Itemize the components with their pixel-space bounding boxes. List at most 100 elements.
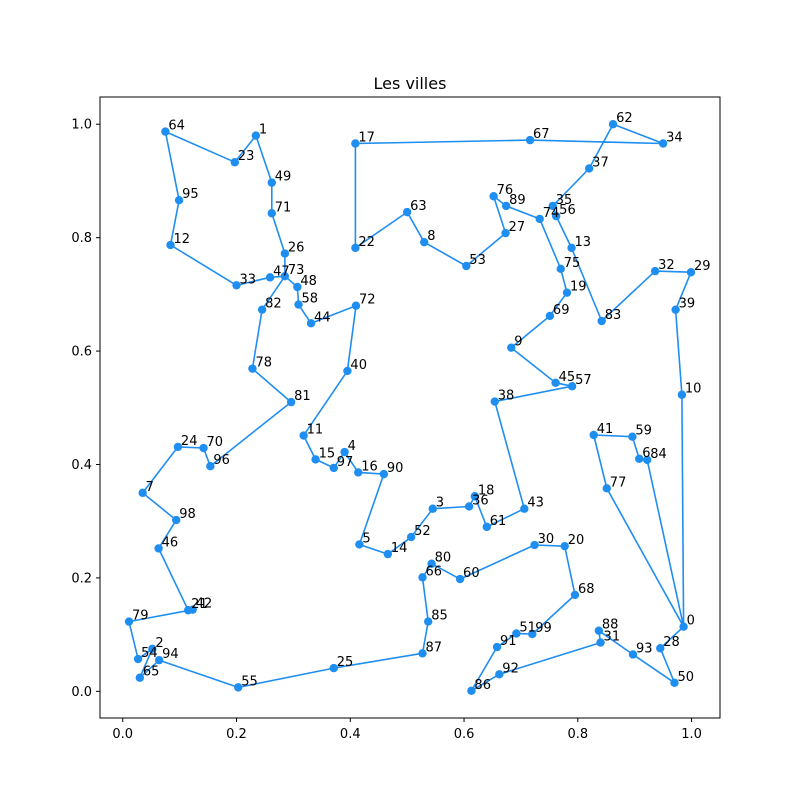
city-point-3 <box>428 504 437 513</box>
city-label-31: 31 <box>604 630 621 645</box>
y-tick-label: 0.8 <box>71 231 92 246</box>
city-label-88: 88 <box>602 618 619 633</box>
city-point-87 <box>418 649 427 658</box>
city-point-78 <box>248 364 257 373</box>
city-point-74 <box>535 214 544 224</box>
city-label-48: 48 <box>300 274 317 289</box>
city-label-16: 16 <box>361 459 378 474</box>
city-label-51: 51 <box>519 620 536 635</box>
x-tick-label: 0.0 <box>112 727 133 742</box>
city-label-46: 46 <box>162 535 179 550</box>
city-point-39 <box>671 305 680 314</box>
city-label-26: 26 <box>288 241 305 256</box>
plot-frame <box>99 96 721 719</box>
city-label-19: 19 <box>570 280 587 295</box>
city-label-20: 20 <box>568 533 585 548</box>
city-label-81: 81 <box>294 389 311 404</box>
city-point-8 <box>420 237 429 247</box>
city-point-27 <box>501 228 510 238</box>
city-point-80 <box>427 559 436 568</box>
city-point-96 <box>206 461 215 471</box>
city-label-79: 79 <box>132 609 149 624</box>
city-point-0 <box>679 622 688 631</box>
city-point-81 <box>286 397 296 407</box>
city-label-70: 70 <box>207 435 224 450</box>
city-label-91: 91 <box>500 634 517 649</box>
city-point-42 <box>188 605 197 614</box>
city-point-54 <box>133 654 143 664</box>
city-label-47: 47 <box>273 264 290 279</box>
cities <box>124 120 696 695</box>
city-point-31 <box>596 638 605 647</box>
city-point-40 <box>343 366 352 376</box>
city-label-29: 29 <box>694 259 711 274</box>
city-point-48 <box>293 282 302 292</box>
city-point-5 <box>355 540 364 549</box>
city-label-82: 82 <box>265 297 282 312</box>
city-label-75: 75 <box>564 256 581 271</box>
city-point-16 <box>354 468 363 477</box>
city-point-68 <box>570 590 580 600</box>
city-label-77: 77 <box>610 475 627 490</box>
city-label-32: 32 <box>658 258 675 273</box>
city-point-76 <box>489 192 498 201</box>
city-label-3: 3 <box>436 496 444 511</box>
city-label-98: 98 <box>179 507 196 522</box>
city-label-40: 40 <box>350 358 367 373</box>
city-point-89 <box>501 201 511 211</box>
city-point-55 <box>234 683 243 692</box>
city-label-37: 37 <box>592 155 609 170</box>
city-point-65 <box>135 673 145 682</box>
city-label-80: 80 <box>435 551 452 566</box>
city-label-54: 54 <box>141 646 158 661</box>
y-tick-label: 0.4 <box>71 458 92 473</box>
city-label-21: 21 <box>191 597 208 612</box>
city-point-92 <box>495 670 504 679</box>
city-point-28 <box>656 644 665 653</box>
city-label-71: 71 <box>275 200 292 215</box>
city-point-38 <box>490 397 499 406</box>
city-label-14: 14 <box>391 541 408 556</box>
city-label-45: 45 <box>559 370 576 385</box>
city-point-29 <box>686 268 696 277</box>
city-point-67 <box>525 135 535 145</box>
chart-title: Les villes <box>374 74 447 93</box>
city-point-10 <box>677 390 687 399</box>
city-label-49: 49 <box>275 170 292 185</box>
city-point-23 <box>230 158 240 167</box>
city-label-58: 58 <box>302 292 319 307</box>
city-point-14 <box>383 549 393 559</box>
city-label-68: 68 <box>578 582 595 597</box>
city-point-90 <box>379 469 389 479</box>
y-tick-label: 1.0 <box>71 118 92 133</box>
city-label-78: 78 <box>255 356 272 371</box>
city-label-74: 74 <box>543 206 560 221</box>
city-label-18: 18 <box>478 483 495 498</box>
city-point-1 <box>251 131 261 140</box>
city-label-6: 6 <box>642 446 650 461</box>
city-point-56 <box>551 211 561 221</box>
city-point-70 <box>199 443 208 453</box>
city-point-85 <box>424 617 433 626</box>
city-point-41 <box>589 430 598 440</box>
city-point-99 <box>528 629 537 639</box>
city-label-2: 2 <box>155 636 163 651</box>
city-point-46 <box>154 544 163 553</box>
city-label-73: 73 <box>288 263 305 278</box>
city-label-50: 50 <box>677 670 694 685</box>
city-label-0: 0 <box>687 614 695 629</box>
city-point-64 <box>161 127 170 136</box>
city-point-44 <box>306 319 316 328</box>
city-label-56: 56 <box>559 203 576 218</box>
city-point-75 <box>556 264 565 274</box>
city-point-19 <box>562 288 572 297</box>
city-point-34 <box>658 139 668 148</box>
city-label-17: 17 <box>358 131 375 146</box>
city-label-43: 43 <box>527 496 544 511</box>
city-point-47 <box>265 273 275 282</box>
city-point-73 <box>280 272 290 281</box>
city-point-30 <box>530 540 539 550</box>
city-label-72: 72 <box>359 293 376 308</box>
